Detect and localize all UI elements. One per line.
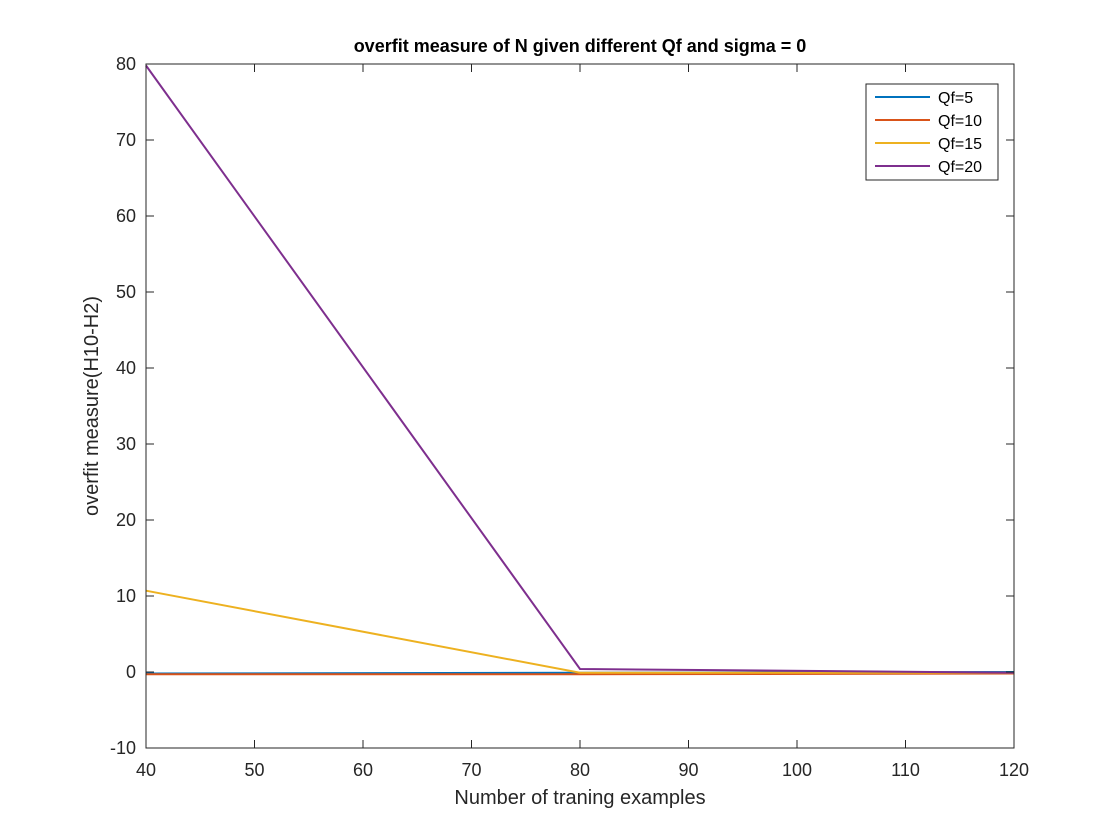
chart-title: overfit measure of N given different Qf …	[354, 36, 807, 56]
x-tick-label: 120	[999, 760, 1029, 780]
y-tick-label: 70	[116, 130, 136, 150]
x-tick-label: 60	[353, 760, 373, 780]
plot-area: 40 50 60 70 80 90 100 110 120 -10 0 10 20 30 40 50 60 70 8…	[110, 54, 1029, 780]
legend-box	[865, 83, 999, 181]
x-tick-label: 90	[678, 760, 698, 780]
x-tick-label: 110	[891, 760, 920, 780]
x-tick-label: 40	[136, 760, 156, 780]
y-tick-label: 10	[116, 586, 136, 606]
legend-entry-4: Qf=20	[938, 159, 982, 176]
x-tick-label: 80	[570, 760, 590, 780]
x-tick-label: 70	[461, 760, 481, 780]
legend: Qf=5 Qf=10 Qf=15 Qf=20	[865, 83, 999, 181]
y-tick-label: 60	[116, 206, 136, 226]
legend-entry-1: Qf=5	[938, 90, 973, 107]
x-tick-label: 100	[782, 760, 812, 780]
legend-entry-2: Qf=10	[938, 113, 982, 130]
x-tick-label: 50	[244, 760, 264, 780]
series-line-3	[145, 589, 1014, 674]
series-line-4	[145, 64, 1015, 674]
y-tick-label: -10	[110, 738, 136, 758]
y-tick-label: 20	[116, 510, 136, 530]
legend-entry-3: Qf=15	[938, 136, 982, 153]
y-tick-label: 80	[116, 54, 136, 74]
x-axis-label: Number of traning examples	[454, 787, 705, 809]
series-line-2	[146, 672, 1015, 676]
y-tick-label: 40	[116, 358, 136, 378]
y-tick-label: 30	[116, 434, 136, 454]
y-tick-label: 0	[126, 662, 136, 682]
y-axis-label: overfit measure(H10-H2)	[81, 296, 103, 516]
y-tick-label: 50	[116, 282, 136, 302]
